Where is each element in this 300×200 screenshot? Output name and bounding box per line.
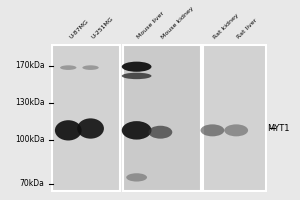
Ellipse shape: [224, 124, 248, 136]
Ellipse shape: [126, 173, 147, 182]
Text: 70kDa: 70kDa: [20, 179, 44, 188]
Text: Rat kidney: Rat kidney: [212, 13, 240, 40]
Ellipse shape: [122, 73, 152, 79]
Text: MYT1: MYT1: [267, 124, 290, 133]
Text: Rat liver: Rat liver: [236, 18, 258, 40]
Ellipse shape: [82, 65, 99, 70]
Ellipse shape: [60, 65, 76, 70]
Bar: [123, 45, 200, 191]
Text: U-251MG: U-251MG: [91, 16, 114, 40]
Ellipse shape: [122, 62, 152, 72]
Ellipse shape: [122, 121, 152, 140]
Text: 170kDa: 170kDa: [15, 61, 44, 70]
Text: U-87MG: U-87MG: [68, 19, 89, 40]
Ellipse shape: [55, 120, 82, 140]
Text: Mouse kidney: Mouse kidney: [160, 6, 195, 40]
Text: Mouse liver: Mouse liver: [136, 11, 166, 40]
Text: 130kDa: 130kDa: [15, 98, 44, 107]
Text: 100kDa: 100kDa: [15, 135, 44, 144]
Ellipse shape: [200, 124, 224, 136]
Bar: [203, 45, 266, 191]
Ellipse shape: [77, 118, 104, 139]
Bar: [52, 45, 120, 191]
Ellipse shape: [148, 126, 172, 139]
